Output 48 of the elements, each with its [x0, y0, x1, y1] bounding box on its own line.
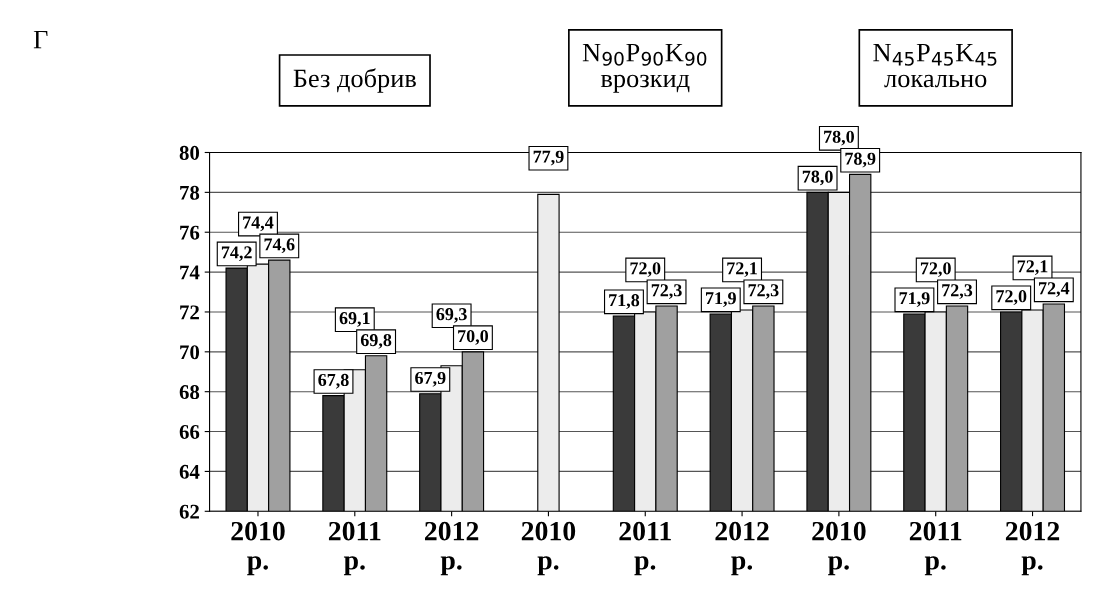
x-tick-label: 2011 р. — [909, 521, 962, 576]
data-label: 71,9 — [706, 292, 736, 307]
y-tick-label: 70 — [180, 345, 200, 360]
data-label: 72,3 — [942, 284, 973, 299]
x-tick-label: 2011 р. — [328, 521, 381, 576]
y-tick-label: 72 — [180, 305, 199, 320]
data-label: 78,0 — [802, 170, 833, 186]
data-label: 71,8 — [609, 294, 640, 309]
x-tick-label: 2010 р. — [521, 521, 576, 576]
text: Без добрив — [293, 68, 416, 93]
data-label: 78,0 — [824, 130, 854, 146]
y-tick-label: 62 — [179, 504, 199, 519]
data-label: 72,0 — [630, 262, 661, 278]
data-label: 69,3 — [436, 308, 467, 323]
y-tick-label: 76 — [180, 225, 200, 240]
x-tick-label: 2011 р. — [619, 521, 671, 576]
y-tick-label: 74 — [180, 265, 200, 280]
x-tick-label: 2012 р. — [425, 521, 479, 576]
y-tick-label: 64 — [179, 464, 200, 479]
data-label: 72,3 — [748, 284, 779, 299]
y-tick-label: 80 — [179, 145, 200, 160]
text: N$_{45}$P$_{45}$K$_{45}$ локально — [873, 43, 997, 88]
data-label: 72,0 — [920, 262, 951, 278]
x-tick-label: 2012 р. — [715, 521, 769, 576]
data-label: 77,9 — [533, 150, 564, 166]
y-tick-label: 78 — [180, 185, 200, 200]
data-label: 74,4 — [243, 216, 274, 232]
x-tick-label: 2012 р. — [1005, 521, 1060, 576]
data-label: 69,1 — [339, 312, 370, 327]
text: N$_{90}$P$_{90}$K$_{90}$ врозкид — [582, 43, 707, 93]
y-tick-label: 68 — [179, 385, 200, 400]
data-label: 72,1 — [727, 262, 757, 278]
data-label: 72,1 — [1017, 260, 1048, 276]
data-label: 67,8 — [318, 373, 349, 389]
data-label: 74,2 — [221, 246, 252, 262]
x-tick-label: 2010 р. — [231, 521, 285, 576]
data-label: 72,3 — [651, 284, 682, 299]
data-label: 69,8 — [360, 333, 392, 349]
data-label: 72,0 — [996, 290, 1027, 305]
data-label: 71,9 — [899, 292, 930, 307]
data-label: 70,0 — [458, 329, 489, 345]
data-label: 74,6 — [264, 238, 295, 254]
text: Г — [33, 30, 48, 49]
data-label: 72,4 — [1039, 282, 1070, 297]
data-label: 78,9 — [845, 152, 876, 168]
y-tick-label: 66 — [179, 424, 200, 439]
x-tick-label: 2010 р. — [812, 521, 866, 576]
data-label: 67,9 — [415, 371, 446, 387]
